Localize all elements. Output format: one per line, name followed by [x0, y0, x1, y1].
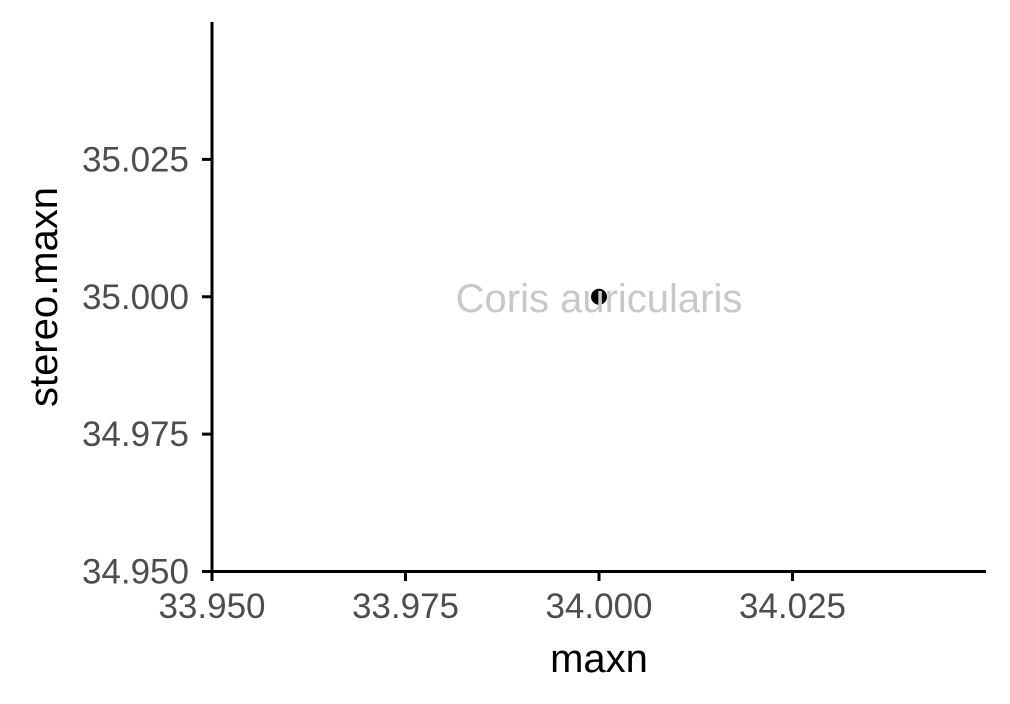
y-tick-label: 34.950: [82, 553, 189, 592]
y-axis-ticks: 34.950 34.975 35.000 35.025: [82, 140, 212, 592]
y-tick-label: 35.000: [82, 278, 189, 317]
x-tick-label: 34.025: [739, 587, 846, 626]
y-axis-title: stereo.maxn: [22, 187, 66, 407]
x-tick-label: 33.975: [352, 587, 459, 626]
x-tick-label: 33.950: [158, 587, 265, 626]
x-tick-label: 34.000: [545, 587, 652, 626]
x-axis-ticks: 33.950 33.975 34.000 34.025: [158, 571, 846, 626]
x-axis-title: maxn: [550, 637, 648, 681]
data-point: [591, 288, 607, 305]
point-label: Coris auricularis: [456, 277, 743, 321]
y-tick-label: 34.975: [82, 415, 189, 454]
data-points: Coris auricularis: [456, 277, 743, 321]
y-tick-label: 35.025: [82, 140, 189, 179]
